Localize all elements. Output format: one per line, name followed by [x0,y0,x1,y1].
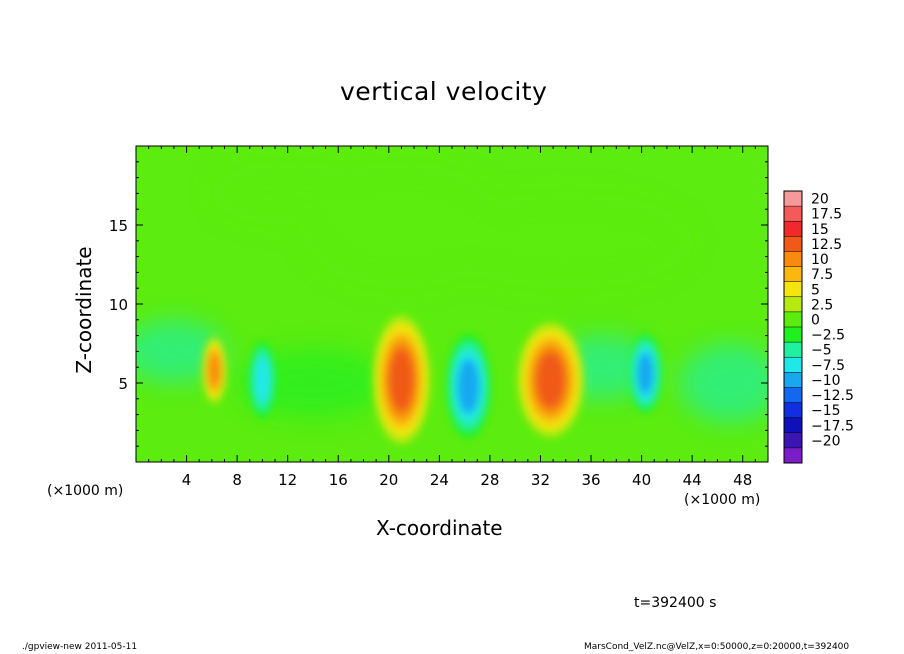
colorbar-swatch [784,296,802,313]
y-tick-label: 10 [109,296,128,314]
background-variation [439,193,693,289]
colorbar-label: −12.5 [811,388,854,404]
x-tick-label: 4 [182,471,192,489]
colorbar-swatch [784,266,802,282]
x-tick-label: 40 [632,471,651,489]
colorbar-swatch [784,447,802,464]
colorbar-swatch [784,251,802,267]
colorbar-label: 5 [811,282,820,298]
colorbar-label: 0 [811,313,820,329]
colorbar-swatch [784,191,802,207]
colorbar-swatch [784,402,802,418]
y-axis-units: (×1000 m) [47,483,124,499]
colorbar-label: −10 [811,373,841,389]
colorbar-label: 15 [811,222,829,238]
heatmap-field [136,146,768,462]
colorbar-swatch [784,327,802,343]
y-tick-label: 5 [118,375,128,393]
colorbar-swatch [784,357,802,373]
colorbar-label: −5 [811,343,832,359]
footer-right: MarsCond_VelZ.nc@VelZ,x=0:50000,z=0:2000… [584,642,850,652]
x-tick-label: 32 [531,471,550,489]
colorbar-label: 17.5 [811,207,842,223]
velocity-cell [208,353,221,388]
colorbar-label: −15 [811,403,841,419]
velocity-cell [457,358,480,414]
colorbar-label: 10 [811,252,829,268]
colorbar-swatch [784,221,802,237]
colorbar-label: 7.5 [811,267,833,283]
footer-left: ./gpview-new 2011-05-11 [22,642,138,652]
background-variation [679,343,768,423]
colorbar-swatch [784,342,802,358]
velocity-cell [254,356,270,403]
x-axis-label: X-coordinate [376,516,503,540]
x-tick-label: 12 [278,471,297,489]
velocity-cell [388,348,414,412]
velocity-cell [637,352,654,395]
colorbar-swatch [784,372,802,388]
colorbar-swatch [784,236,802,252]
background-variation [211,161,364,225]
x-tick-label: 8 [232,471,242,489]
colorbar-swatch [784,311,802,328]
colorbar-label: 20 [811,192,829,208]
x-tick-label: 36 [581,471,600,489]
x-axis-units: (×1000 m) [684,492,761,508]
x-tick-label: 24 [430,471,449,489]
velocity-cell [536,351,566,408]
colorbar-swatch [784,387,802,403]
colorbar-label: 12.5 [811,237,842,253]
colorbar-label: −17.5 [811,418,854,434]
colorbar-label: −2.5 [811,328,845,344]
chart-title: vertical velocity [340,77,548,106]
x-tick-label: 20 [379,471,398,489]
colorbar-label: −20 [811,433,841,449]
colorbar-swatch [784,417,802,434]
x-tick-label: 48 [733,471,752,489]
x-tick-label: 16 [329,471,348,489]
colorbar-label: 2.5 [811,297,833,313]
colorbar-swatch [784,281,802,298]
x-tick-label: 44 [683,471,702,489]
y-tick-label: 15 [109,217,128,235]
x-tick-label: 28 [480,471,499,489]
colorbar-swatch [784,432,802,449]
colorbar-label: −7.5 [811,358,845,374]
colorbar-swatch [784,206,802,222]
time-label: t=392400 s [634,595,717,611]
